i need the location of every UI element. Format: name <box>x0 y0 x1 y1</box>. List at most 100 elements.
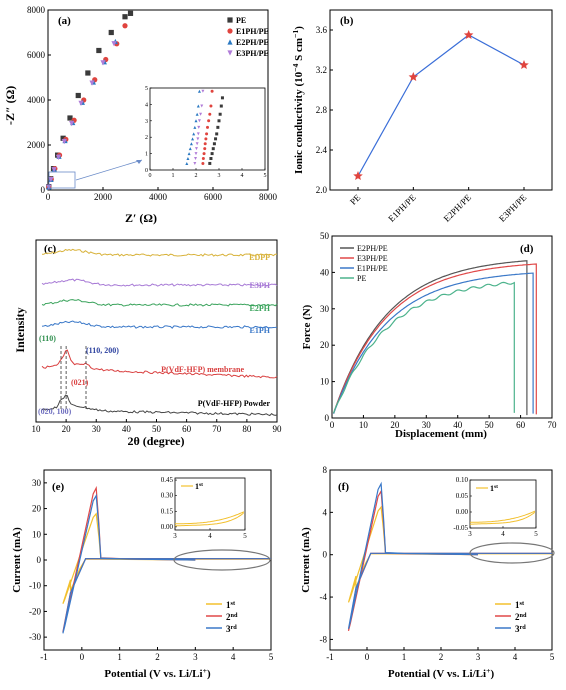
panel-b-frame <box>329 9 553 191</box>
panel-e-ytick-label: -10 <box>29 581 41 591</box>
panel-b-xtick-label: E3PH/PE <box>497 192 529 224</box>
panel-a-inset-point <box>220 96 224 100</box>
panel-e-legend-label: 3rd <box>226 624 237 635</box>
panel-a-point <box>67 115 73 121</box>
panel-c-annotation: (110) <box>39 334 56 343</box>
panel-e-inset-legend-label: 1st <box>195 482 203 491</box>
panel-a-point <box>122 23 128 29</box>
panel-b-xtick-label: E1PH/PE <box>386 192 418 224</box>
panel-f-inset-line <box>469 510 535 525</box>
panel-e-inset-line <box>175 511 244 527</box>
panel-c-annotation: (021) <box>71 378 89 387</box>
panel-a-point <box>48 177 54 183</box>
panel-a-xlabel: Z′ (Ω) <box>125 211 157 225</box>
panel-d-ytick-label: 40 <box>320 267 330 277</box>
panel-a-inset-point <box>197 125 201 129</box>
panel-a-inset-ytick-label: 5 <box>145 86 148 92</box>
panel-f-xtick-label: 4 <box>513 652 518 662</box>
panel-c-frame <box>35 239 278 423</box>
panel-a-inset-point <box>212 142 216 146</box>
panel-f-ytick-label: 8 <box>323 465 328 475</box>
panel-c-ylabel: Intensity <box>13 307 27 352</box>
panel-d-xlabel: Displacement (mm) <box>395 428 487 440</box>
panel-a-legend-label: E3PH/PE <box>236 49 269 58</box>
panel-d-ytick-label: 0 <box>325 413 330 423</box>
panel-a-point <box>55 154 62 160</box>
panel-a-inset-point <box>210 89 214 93</box>
panel-b-point <box>353 171 363 180</box>
panel-c-annotation: (020, 100) <box>38 407 72 416</box>
panel-d-ytick-label: 50 <box>320 231 330 241</box>
panel-a-inset-point <box>218 112 222 116</box>
panel-a-point <box>69 121 75 127</box>
panel-a-inset-point <box>197 89 201 93</box>
panel-f-xtick-label: 2 <box>439 652 444 662</box>
panel-a-point <box>89 80 95 86</box>
panel-a-inset-xtick-label: 4 <box>241 173 244 179</box>
panel-e-legend-label: 2nd <box>226 612 238 623</box>
panel-f-highlight-ellipse <box>469 542 555 564</box>
panel-e-inset-ytick-label: 0.45 <box>161 476 174 484</box>
panel-a-legend-marker <box>227 28 233 34</box>
panel-c-xtick-label: 70 <box>212 424 222 434</box>
panel-c-xtick-label: 80 <box>242 424 252 434</box>
panel-a-inset-point <box>210 152 214 156</box>
panel-f-legend-label: 3rd <box>515 624 526 635</box>
panel-a-point <box>100 60 106 66</box>
panel-f-ytick-label: 0 <box>323 550 328 560</box>
panel-a-inset-point <box>195 112 199 116</box>
panel-a-inset-point <box>211 147 215 151</box>
panel-f-legend-label: 1st <box>515 600 525 611</box>
panel-a-inset-ytick-label: 2 <box>145 135 148 141</box>
panel-a-inset-point <box>202 152 206 156</box>
panel-a-inset-xtick-label: 1 <box>172 173 175 179</box>
panel-a-inset-point <box>201 157 205 161</box>
panel-a-point <box>96 47 102 54</box>
panel-b-ylabel: Ionic conductivity (10−4 S cm−1) <box>291 26 306 174</box>
panel-d-series-line <box>333 260 528 416</box>
panel-e-ytick-label: 20 <box>32 504 42 514</box>
panel-d-letter: (d) <box>520 243 534 255</box>
panel-c-series-line <box>41 394 278 417</box>
panel-e-ylabel: Current (mA) <box>11 527 23 593</box>
panel-a-inset-point <box>194 157 198 161</box>
panel-e-ytick-label: 0 <box>37 555 42 565</box>
panel-b-xtick-label: E2PH/PE <box>442 192 474 224</box>
panel-a-inset-point <box>199 112 203 116</box>
panel-c-series-label: P(VdF-HFP) Powder <box>198 399 271 408</box>
panel-f-inset-legend-label: 1st <box>490 484 498 493</box>
panel-b-ytick-label: 3.2 <box>316 65 327 75</box>
panel-c-series-line <box>41 349 278 379</box>
panel-d-ylabel: Force (N) <box>301 304 313 349</box>
panel-b-point <box>463 30 474 39</box>
panel-e-xtick-label: 4 <box>231 652 236 662</box>
panel-e-xtick-label: -1 <box>40 652 48 662</box>
panel-e-inset-ytick-label: 0.00 <box>161 523 174 531</box>
panel-a-inset-point <box>201 161 205 165</box>
panel-a-xtick-label: 6000 <box>204 192 223 202</box>
panel-e-legend-label: 1st <box>226 600 236 611</box>
panel-a-inset-point <box>193 125 197 129</box>
panel-f-inset-ytick-label: -0.05 <box>453 524 468 532</box>
panel-a-point <box>127 10 134 16</box>
panel-c-series-line <box>42 248 278 257</box>
panel-f-legend-label: 2nd <box>515 612 527 623</box>
panel-a-inset-point <box>193 161 197 165</box>
panel-c-xtick-label: 40 <box>122 424 132 434</box>
panel-a-inset-point <box>194 152 198 156</box>
panel-c-xtick-label: 90 <box>273 424 283 434</box>
panel-d-xtick-label: 40 <box>453 420 463 430</box>
panel-a-inset-ytick-label: 1 <box>145 152 148 158</box>
panel-b-ytick-label: 3.6 <box>316 25 328 35</box>
panel-f-inset-xtick-label: 4 <box>501 530 505 538</box>
panel-d-ytick-label: 10 <box>320 377 330 387</box>
panel-a-inset-point <box>197 119 201 123</box>
panel-a-inset-point <box>196 132 200 136</box>
panel-a-point <box>122 14 128 20</box>
panel-a-legend-marker <box>227 50 233 56</box>
panel-a-inset-point <box>189 142 193 146</box>
panel-c-xtick-label: 30 <box>92 424 102 434</box>
panel-c-series-line <box>41 299 278 307</box>
panel-f-ytick-label: -8 <box>320 634 328 644</box>
